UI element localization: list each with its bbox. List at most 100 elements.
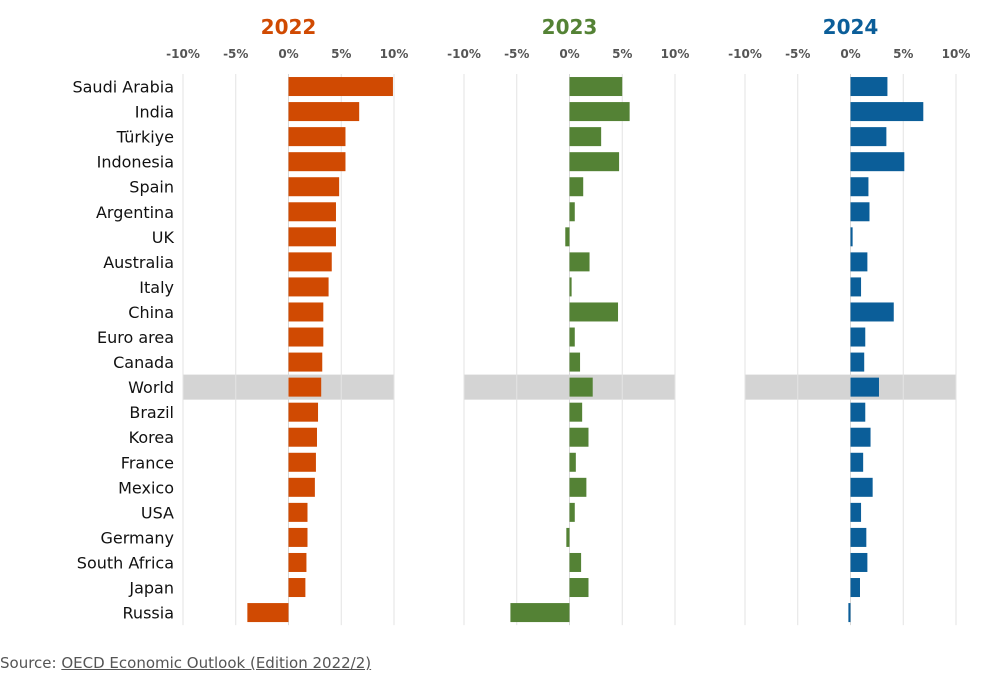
source-prefix: Source: bbox=[0, 654, 62, 672]
tick-label-2022-1: -5% bbox=[223, 47, 248, 61]
bar-2023-france bbox=[569, 452, 576, 472]
category-label-india: India bbox=[135, 103, 174, 122]
bar-2024-uk bbox=[850, 227, 853, 247]
bar-2022-spain bbox=[288, 177, 340, 197]
category-label-world: World bbox=[128, 378, 174, 397]
bar-2022-mexico bbox=[288, 477, 315, 497]
tick-label-2022-2: 0% bbox=[278, 47, 298, 61]
category-label-argentina: Argentina bbox=[96, 203, 174, 222]
category-label-indonesia: Indonesia bbox=[97, 153, 174, 172]
bar-2022-saudi-arabia bbox=[288, 77, 393, 97]
category-label-italy: Italy bbox=[139, 278, 174, 297]
panel-title-2022: 2022 bbox=[261, 15, 317, 39]
category-label-germany: Germany bbox=[100, 528, 174, 547]
bar-2022-france bbox=[288, 452, 316, 472]
bar-2024-world bbox=[850, 377, 879, 397]
bar-2024-italy bbox=[850, 277, 862, 297]
tick-label-2022-0: -10% bbox=[166, 47, 200, 61]
tick-label-2024-0: -10% bbox=[728, 47, 762, 61]
bar-2022-germany bbox=[288, 527, 308, 547]
bar-2023-brazil bbox=[569, 402, 583, 422]
category-label-brazil: Brazil bbox=[129, 403, 174, 422]
tick-label-2023-3: 5% bbox=[612, 47, 632, 61]
bar-2024-argentina bbox=[850, 202, 870, 222]
bar-2023-italy bbox=[569, 277, 572, 297]
category-label-usa: USA bbox=[141, 503, 174, 522]
bar-2023-argentina bbox=[569, 202, 575, 222]
chart-canvas: -10% -5% 0% 5% 10% 2022 -10% -5% 0% 5% 10% 2023 -10%… bbox=[72, 15, 971, 626]
bar-2022-t-rkiye bbox=[288, 127, 346, 147]
tick-label-2024-3: 5% bbox=[893, 47, 913, 61]
bar-2022-euro-area bbox=[288, 327, 324, 347]
bar-2024-spain bbox=[850, 177, 869, 197]
bar-2024-brazil bbox=[850, 402, 866, 422]
category-label-korea: Korea bbox=[129, 428, 174, 447]
bar-2023-spain bbox=[569, 177, 584, 197]
bar-2022-usa bbox=[288, 502, 308, 522]
bar-2022-brazil bbox=[288, 402, 319, 422]
bar-2023-australia bbox=[569, 252, 590, 272]
category-label-t-rkiye: Türkiye bbox=[116, 128, 174, 147]
bar-2024-france bbox=[850, 452, 864, 472]
tick-label-2023-2: 0% bbox=[559, 47, 579, 61]
category-label-china: China bbox=[128, 303, 174, 322]
bar-2024-mexico bbox=[850, 477, 873, 497]
bar-2022-south-africa bbox=[288, 552, 307, 572]
bar-2022-china bbox=[288, 302, 324, 322]
bar-2022-india bbox=[288, 102, 360, 122]
bar-2024-south-africa bbox=[850, 552, 868, 572]
category-label-france: France bbox=[121, 453, 174, 472]
bar-2022-argentina bbox=[288, 202, 336, 222]
bar-2022-uk bbox=[288, 227, 336, 247]
category-label-spain: Spain bbox=[129, 178, 174, 197]
category-label-canada: Canada bbox=[113, 353, 174, 372]
bar-2023-t-rkiye bbox=[569, 127, 602, 147]
panel-title-2023: 2023 bbox=[542, 15, 598, 39]
bar-2024-usa bbox=[850, 502, 862, 522]
bar-2023-korea bbox=[569, 427, 589, 447]
bar-2024-indonesia bbox=[850, 152, 905, 172]
bar-2023-indonesia bbox=[569, 152, 620, 172]
source-note: Source: OECD Economic Outlook (Edition 2… bbox=[0, 654, 371, 672]
bar-2023-china bbox=[569, 302, 619, 322]
tick-label-2024-4: 10% bbox=[942, 47, 971, 61]
bar-2023-russia bbox=[510, 603, 570, 623]
bar-2023-germany bbox=[566, 527, 570, 547]
tick-label-2024-1: -5% bbox=[785, 47, 810, 61]
bar-2023-saudi-arabia bbox=[569, 77, 623, 97]
bar-2024-india bbox=[850, 102, 924, 122]
bar-2022-indonesia bbox=[288, 152, 346, 172]
bar-2024-germany bbox=[850, 527, 867, 547]
tick-label-2023-1: -5% bbox=[504, 47, 529, 61]
bar-2023-uk bbox=[565, 227, 570, 247]
panel-title-2024: 2024 bbox=[823, 15, 879, 39]
tick-label-2023-0: -10% bbox=[447, 47, 481, 61]
category-label-euro-area: Euro area bbox=[97, 328, 174, 347]
source-link[interactable]: OECD Economic Outlook (Edition 2022/2) bbox=[61, 654, 372, 672]
category-label-saudi-arabia: Saudi Arabia bbox=[72, 78, 174, 97]
bar-2024-t-rkiye bbox=[850, 127, 887, 147]
bar-2023-euro-area bbox=[569, 327, 575, 347]
category-label-russia: Russia bbox=[123, 604, 174, 623]
category-label-uk: UK bbox=[152, 228, 175, 247]
bar-2022-japan bbox=[288, 578, 306, 598]
category-label-south-africa: South Africa bbox=[77, 553, 174, 572]
bar-2022-korea bbox=[288, 427, 317, 447]
tick-label-2022-3: 5% bbox=[331, 47, 351, 61]
tick-label-2022-4: 10% bbox=[380, 47, 409, 61]
tick-label-2024-2: 0% bbox=[840, 47, 860, 61]
bar-2024-russia bbox=[848, 603, 851, 623]
category-label-australia: Australia bbox=[103, 253, 174, 272]
bar-2024-euro-area bbox=[850, 327, 866, 347]
bar-2022-australia bbox=[288, 252, 332, 272]
bar-2024-korea bbox=[850, 427, 871, 447]
bar-2023-mexico bbox=[569, 477, 587, 497]
bar-2023-japan bbox=[569, 578, 589, 598]
bar-2024-australia bbox=[850, 252, 868, 272]
bar-2022-italy bbox=[288, 277, 329, 297]
bar-2024-canada bbox=[850, 352, 865, 372]
bar-2024-china bbox=[850, 302, 894, 322]
bar-2022-world bbox=[288, 377, 322, 397]
category-label-mexico: Mexico bbox=[118, 478, 174, 497]
bar-2023-world bbox=[569, 377, 593, 397]
